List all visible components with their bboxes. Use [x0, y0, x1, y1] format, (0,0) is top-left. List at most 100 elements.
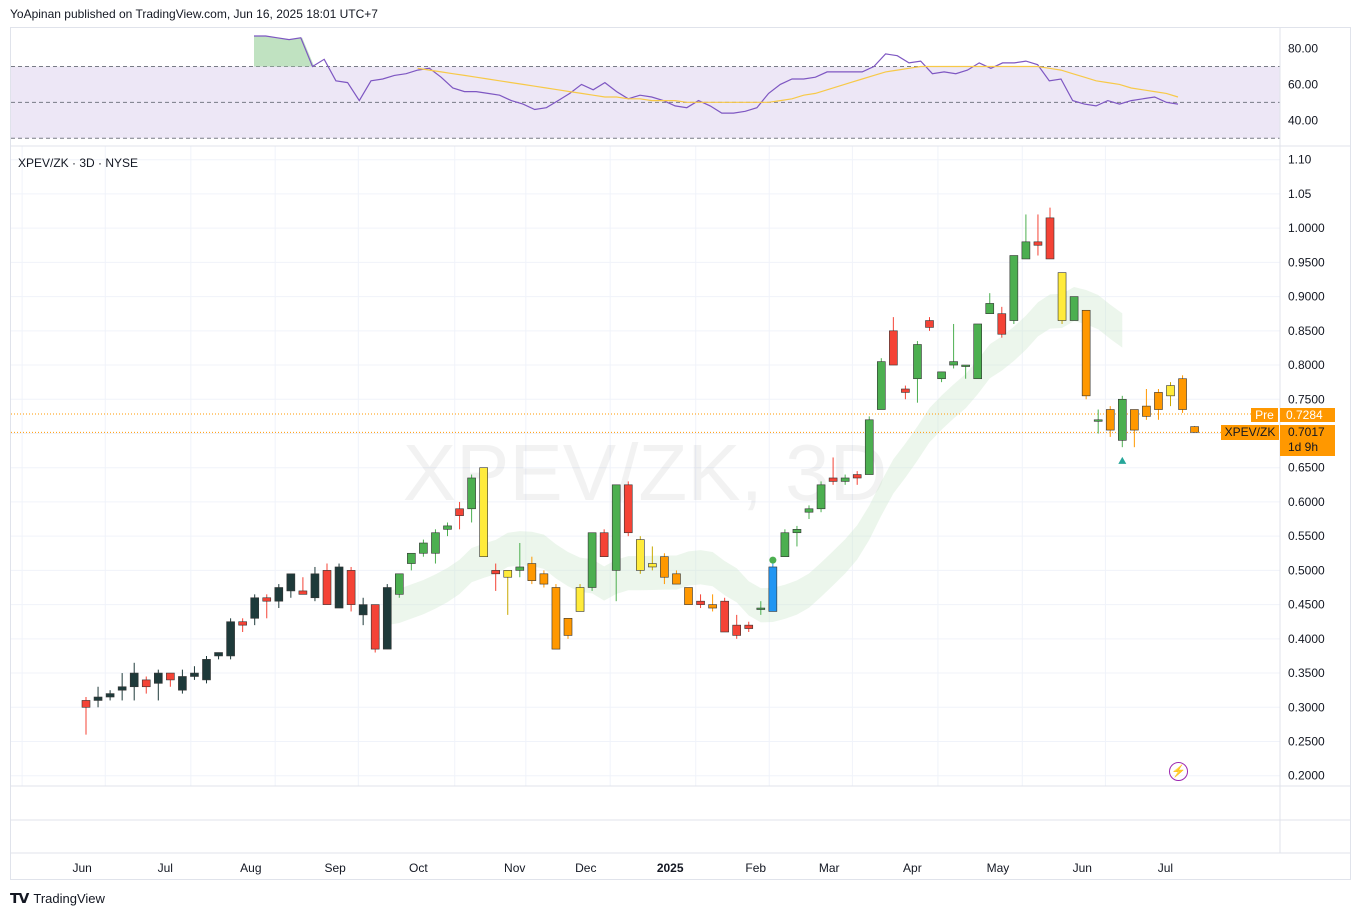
candle	[298, 577, 308, 595]
chart-frame	[10, 27, 1351, 880]
candle-body	[901, 388, 910, 393]
candle	[720, 597, 729, 633]
candle	[238, 618, 247, 632]
lightning-icon[interactable]: ⚡	[1169, 762, 1188, 781]
candle	[322, 563, 332, 605]
candle-body	[1142, 405, 1151, 417]
candle	[623, 481, 633, 537]
candle	[431, 529, 440, 564]
last-price-value: 0.7017	[1288, 425, 1325, 439]
price-tick-label: 0.9500	[1288, 255, 1325, 269]
candle	[443, 522, 452, 537]
candle-body	[238, 621, 247, 626]
candle-body	[1118, 398, 1127, 441]
candle-body	[889, 330, 898, 366]
candle-body	[93, 696, 103, 701]
candle	[852, 471, 862, 485]
rsi-ma-line	[417, 65, 1179, 103]
candle	[660, 553, 669, 585]
candle-body	[1130, 409, 1139, 431]
candle	[1130, 409, 1139, 448]
time-tick-label: Oct	[409, 861, 428, 875]
candle	[648, 546, 657, 571]
candle-body	[394, 573, 404, 595]
candle-body	[455, 508, 464, 516]
candle-body	[105, 693, 115, 698]
candle-body	[732, 624, 742, 636]
candle	[1093, 409, 1103, 434]
candle	[358, 597, 368, 626]
candle	[937, 371, 946, 383]
price-pane: XPEV/ZK, 3D	[11, 146, 1280, 786]
candle-body	[166, 672, 175, 681]
trend-cloud	[387, 286, 1123, 626]
candle	[129, 662, 139, 701]
candle-body	[202, 659, 211, 681]
candle-body	[250, 597, 259, 619]
candle-body	[708, 604, 717, 609]
candle	[370, 604, 380, 653]
candle-body	[792, 529, 802, 534]
candle	[93, 686, 103, 708]
candle	[262, 594, 272, 619]
candle-body	[1093, 419, 1103, 422]
candle	[394, 573, 404, 598]
candle-body	[370, 604, 380, 650]
candle-body	[780, 532, 790, 557]
footer-brand[interactable]: 𝗧𝗩 TradingView	[10, 890, 105, 907]
candle	[154, 669, 163, 701]
candle	[141, 676, 151, 694]
candle-body	[443, 525, 452, 530]
candle	[816, 481, 826, 513]
candle	[1021, 214, 1031, 260]
candle-body	[1166, 385, 1175, 397]
time-tick-label: Mar	[819, 861, 840, 875]
brand-name: TradingView	[33, 891, 105, 906]
candle-body	[515, 566, 525, 571]
candle-body	[551, 587, 561, 650]
candle	[864, 416, 874, 475]
candle	[756, 601, 766, 615]
price-tick-label: 0.6500	[1288, 461, 1325, 475]
candle-body	[635, 539, 645, 571]
candle-body	[154, 672, 163, 684]
candle	[491, 563, 501, 591]
candle	[105, 690, 115, 701]
time-tick-label: Aug	[240, 861, 261, 875]
candle-body	[985, 303, 995, 315]
candle	[214, 652, 223, 660]
candle	[575, 584, 585, 612]
candle	[672, 570, 681, 585]
candle	[274, 584, 284, 609]
candle-body	[937, 371, 946, 380]
candle	[1081, 309, 1091, 400]
candle-body	[286, 573, 296, 592]
candle-body	[358, 604, 368, 616]
candle-body	[491, 570, 501, 575]
candle	[744, 621, 754, 632]
candle-body	[1069, 296, 1079, 321]
price-tick-label: 0.8000	[1288, 358, 1325, 372]
pre-price-tag: Pre	[1251, 408, 1278, 422]
candle	[286, 573, 296, 598]
candle	[599, 529, 609, 557]
candle-body	[720, 600, 729, 633]
candle-body	[744, 624, 754, 629]
candle-body	[623, 484, 633, 534]
candle	[539, 570, 549, 588]
candle	[635, 536, 645, 574]
candle-body	[648, 563, 657, 568]
price-tick-label: 0.2500	[1288, 735, 1325, 749]
candle-body	[684, 587, 693, 605]
price-tick-label: 0.5000	[1288, 563, 1325, 577]
candle	[117, 673, 127, 701]
candle	[419, 539, 428, 557]
price-tick-label: 0.3500	[1288, 666, 1325, 680]
price-tick-label: 0.8500	[1288, 324, 1325, 338]
candle	[202, 655, 211, 684]
price-tick-label: 0.5500	[1288, 529, 1325, 543]
candle-body	[346, 570, 356, 605]
candle	[684, 587, 693, 605]
candle	[346, 566, 356, 612]
